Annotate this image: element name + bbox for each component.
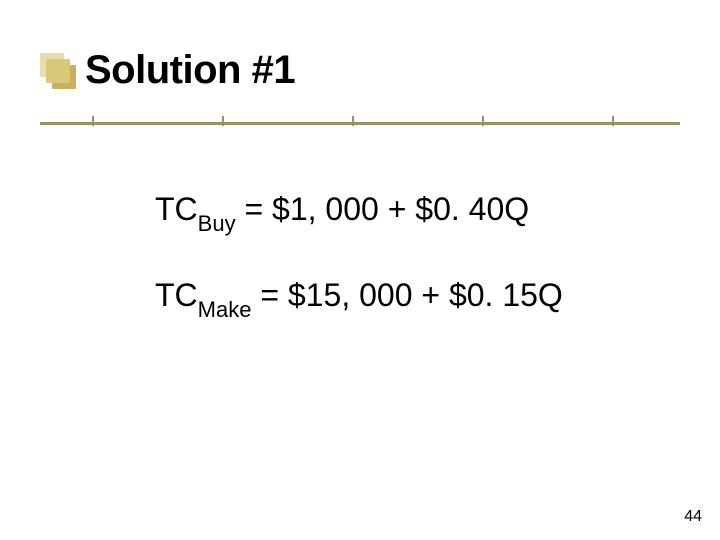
eq2-rhs: = $15, 000 + $0. 15Q (251, 277, 562, 313)
title-bullet-icon (40, 53, 78, 91)
eq1-rhs: = $1, 000 + $0. 40Q (236, 191, 530, 227)
bullet-layer-mid (46, 59, 70, 83)
content-area: TCBuy = $1, 000 + $0. 40Q TCMake = $15, … (155, 190, 655, 362)
eq2-subscript: Make (198, 297, 252, 322)
slide: Solution #1 TCBuy = $1, 000 + $0. 40Q TC… (0, 0, 720, 540)
underline-tick (92, 116, 94, 126)
equation-make: TCMake = $15, 000 + $0. 15Q (155, 276, 655, 320)
underline-tick (352, 116, 354, 126)
eq1-prefix: TC (155, 191, 198, 227)
underline-tick (222, 116, 224, 126)
slide-title: Solution #1 (85, 48, 645, 93)
page-number: 44 (684, 508, 702, 526)
title-underline (40, 122, 680, 125)
title-area: Solution #1 (85, 48, 645, 118)
eq2-prefix: TC (155, 277, 198, 313)
equation-buy: TCBuy = $1, 000 + $0. 40Q (155, 190, 655, 234)
underline-tick (482, 116, 484, 126)
underline-tick (612, 116, 614, 126)
eq1-subscript: Buy (198, 211, 236, 236)
